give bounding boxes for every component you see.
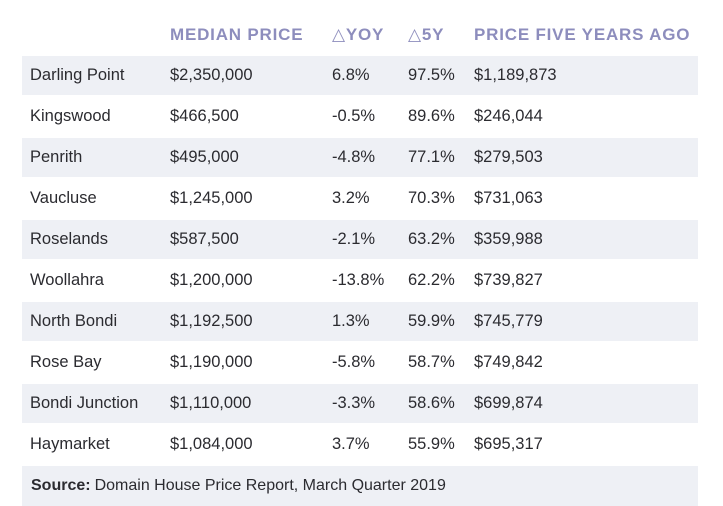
table-header: MEDIAN PRICE △YOY △5Y PRICE FIVE YEARS A… <box>22 14 698 56</box>
median-price-cell: $1,110,000 <box>170 394 252 412</box>
table-row: Rose Bay $1,190,000 -5.8% 58.7% $749,842 <box>22 343 698 384</box>
price-five-years-ago-cell: $246,044 <box>474 107 543 125</box>
median-price-cell: $495,000 <box>170 148 239 166</box>
header-cell-price-five-years-ago: PRICE FIVE YEARS AGO <box>474 25 691 44</box>
five-year-change-cell: 55.9% <box>408 435 455 453</box>
five-year-change-cell: 97.5% <box>408 66 455 84</box>
suburb-cell: Rose Bay <box>30 353 102 371</box>
five-year-change-cell: 89.6% <box>408 107 455 125</box>
suburb-cell: Haymarket <box>30 435 110 453</box>
suburb-cell: Penrith <box>30 148 83 166</box>
suburb-cell: Vaucluse <box>30 189 97 207</box>
median-price-cell: $1,200,000 <box>170 271 253 289</box>
table-row: Penrith $495,000 -4.8% 77.1% $279,503 <box>22 138 698 179</box>
price-five-years-ago-cell: $359,988 <box>474 230 543 248</box>
five-year-change-cell: 58.7% <box>408 353 455 371</box>
price-five-years-ago-cell: $699,874 <box>474 394 543 412</box>
median-price-cell: $587,500 <box>170 230 239 248</box>
source-note: Source: Domain House Price Report, March… <box>22 466 698 506</box>
price-five-years-ago-cell: $279,503 <box>474 148 543 166</box>
suburb-cell: North Bondi <box>30 312 118 330</box>
table-body: Darling Point $2,350,000 6.8% 97.5% $1,189,8… <box>22 56 698 466</box>
five-year-change-cell: 70.3% <box>408 189 455 207</box>
price-table: MEDIAN PRICE △YOY △5Y PRICE FIVE YEARS A… <box>22 14 698 506</box>
yoy-cell: 3.2% <box>332 189 370 207</box>
suburb-cell: Roselands <box>30 230 108 248</box>
yoy-cell: -0.5% <box>332 107 376 125</box>
median-price-cell: $1,192,500 <box>170 312 253 330</box>
median-price-cell: $1,245,000 <box>170 189 253 207</box>
table-row: Kingswood $466,500 -0.5% 89.6% $246,044 <box>22 97 698 138</box>
table-row: Roselands $587,500 -2.1% 63.2% $359,988 <box>22 220 698 261</box>
price-five-years-ago-cell: $749,842 <box>474 353 543 371</box>
median-price-cell: $1,084,000 <box>170 435 253 453</box>
yoy-cell: 6.8% <box>332 66 370 84</box>
table-row: Vaucluse $1,245,000 3.2% 70.3% $731,063 <box>22 179 698 220</box>
five-year-change-cell: 77.1% <box>408 148 455 166</box>
yoy-cell: 3.7% <box>332 435 370 453</box>
price-five-years-ago-cell: $731,063 <box>474 189 543 207</box>
price-five-years-ago-cell: $695,317 <box>474 435 543 453</box>
median-price-cell: $1,190,000 <box>170 353 253 371</box>
header-cell-median-price: MEDIAN PRICE <box>170 25 304 44</box>
price-five-years-ago-cell: $745,779 <box>474 312 543 330</box>
price-five-years-ago-cell: $739,827 <box>474 271 543 289</box>
yoy-cell: -13.8% <box>332 271 385 289</box>
table-row: Bondi Junction $1,110,000 -3.3% 58.6% $699,8… <box>22 384 698 425</box>
source-text: Domain House Price Report, March Quarter… <box>94 477 446 494</box>
five-year-change-cell: 59.9% <box>408 312 455 330</box>
yoy-cell: 1.3% <box>332 312 370 330</box>
price-five-years-ago-cell: $1,189,873 <box>474 66 557 84</box>
yoy-cell: -3.3% <box>332 394 376 412</box>
suburb-cell: Kingswood <box>30 107 111 125</box>
suburb-cell: Darling Point <box>30 66 125 84</box>
source-label: Source: <box>31 477 91 494</box>
median-price-cell: $2,350,000 <box>170 66 253 84</box>
five-year-change-cell: 63.2% <box>408 230 455 248</box>
table-row: Haymarket $1,084,000 3.7% 55.9% $695,317 <box>22 425 698 466</box>
table-row: Darling Point $2,350,000 6.8% 97.5% $1,189,8… <box>22 56 698 97</box>
header-cell-yoy: △YOY <box>332 25 385 44</box>
suburb-cell: Woollahra <box>30 271 104 289</box>
five-year-change-cell: 62.2% <box>408 271 455 289</box>
yoy-cell: -4.8% <box>332 148 376 166</box>
suburb-cell: Bondi Junction <box>30 394 139 412</box>
yoy-cell: -5.8% <box>332 353 376 371</box>
table-row: Woollahra $1,200,000 -13.8% 62.2% $739,827 <box>22 261 698 302</box>
median-price-cell: $466,500 <box>170 107 239 125</box>
table-row: North Bondi $1,192,500 1.3% 59.9% $745,779 <box>22 302 698 343</box>
header-cell-5y: △5Y <box>408 25 445 44</box>
yoy-cell: -2.1% <box>332 230 376 248</box>
five-year-change-cell: 58.6% <box>408 394 455 412</box>
